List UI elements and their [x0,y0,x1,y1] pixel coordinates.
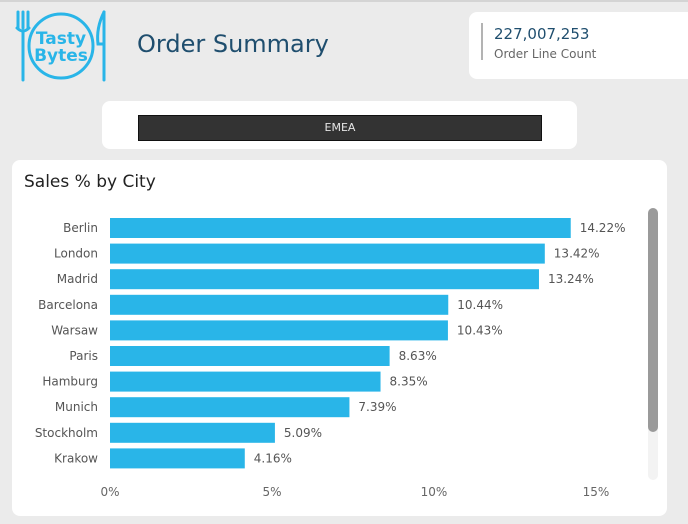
logo-text-line1: Tasty [36,29,86,49]
top-border [0,0,688,2]
data-label: 7.39% [358,400,396,414]
category-label: Madrid [57,272,98,286]
data-label: 13.24% [548,272,594,286]
category-label: Stockholm [35,426,98,440]
x-tick-label: 5% [262,485,281,499]
bar[interactable] [110,346,390,366]
bar[interactable] [110,422,275,443]
region-filter-button[interactable]: EMEA [138,115,542,141]
category-label: Krakow [54,451,98,465]
kpi-accent-bar [481,23,483,60]
data-label: 10.43% [457,323,503,337]
data-label: 5.09% [284,426,322,440]
data-label: 13.42% [554,247,600,261]
chart-title: Sales % by City [24,172,156,192]
bar[interactable] [110,269,539,290]
bar[interactable] [110,397,350,418]
data-label: 4.16% [254,451,292,465]
bar[interactable] [110,320,448,341]
bar[interactable] [110,218,571,238]
x-tick-label: 10% [421,485,448,499]
chart-scrollbar-thumb[interactable] [648,208,658,432]
tasty-bytes-logo: Tasty Bytes [15,10,106,82]
kpi-label: Order Line Count [494,47,597,61]
x-tick-label: 15% [583,485,610,499]
bar[interactable] [110,448,245,469]
x-tick-label: 0% [100,485,119,499]
kpi-value: 227,007,253 [494,25,590,43]
bar[interactable] [110,243,545,264]
category-label: Hamburg [42,375,98,389]
region-filter-card: EMEA [102,101,577,149]
category-label: London [54,247,98,261]
bar[interactable] [110,371,381,392]
page-title: Order Summary [137,30,329,58]
category-label: Berlin [63,221,98,235]
sales-by-city-card: Sales % by City Berlin 14.22% London 13.42%… [12,160,667,516]
category-label: Paris [69,349,98,363]
data-label: 8.63% [399,349,437,363]
category-label: Barcelona [38,298,98,312]
data-label: 14.22% [580,221,626,235]
sales-by-city-chart: Berlin 14.22% London 13.42% Madrid 13.24% Barc… [35,218,626,499]
category-label: Munich [55,400,98,414]
data-label: 8.35% [390,375,428,389]
kpi-card: 227,007,253 Order Line Count [469,12,688,79]
category-label: Warsaw [51,323,98,337]
data-label: 10.44% [457,298,503,312]
logo-text-line2: Bytes [34,46,88,66]
bar[interactable] [110,294,449,315]
